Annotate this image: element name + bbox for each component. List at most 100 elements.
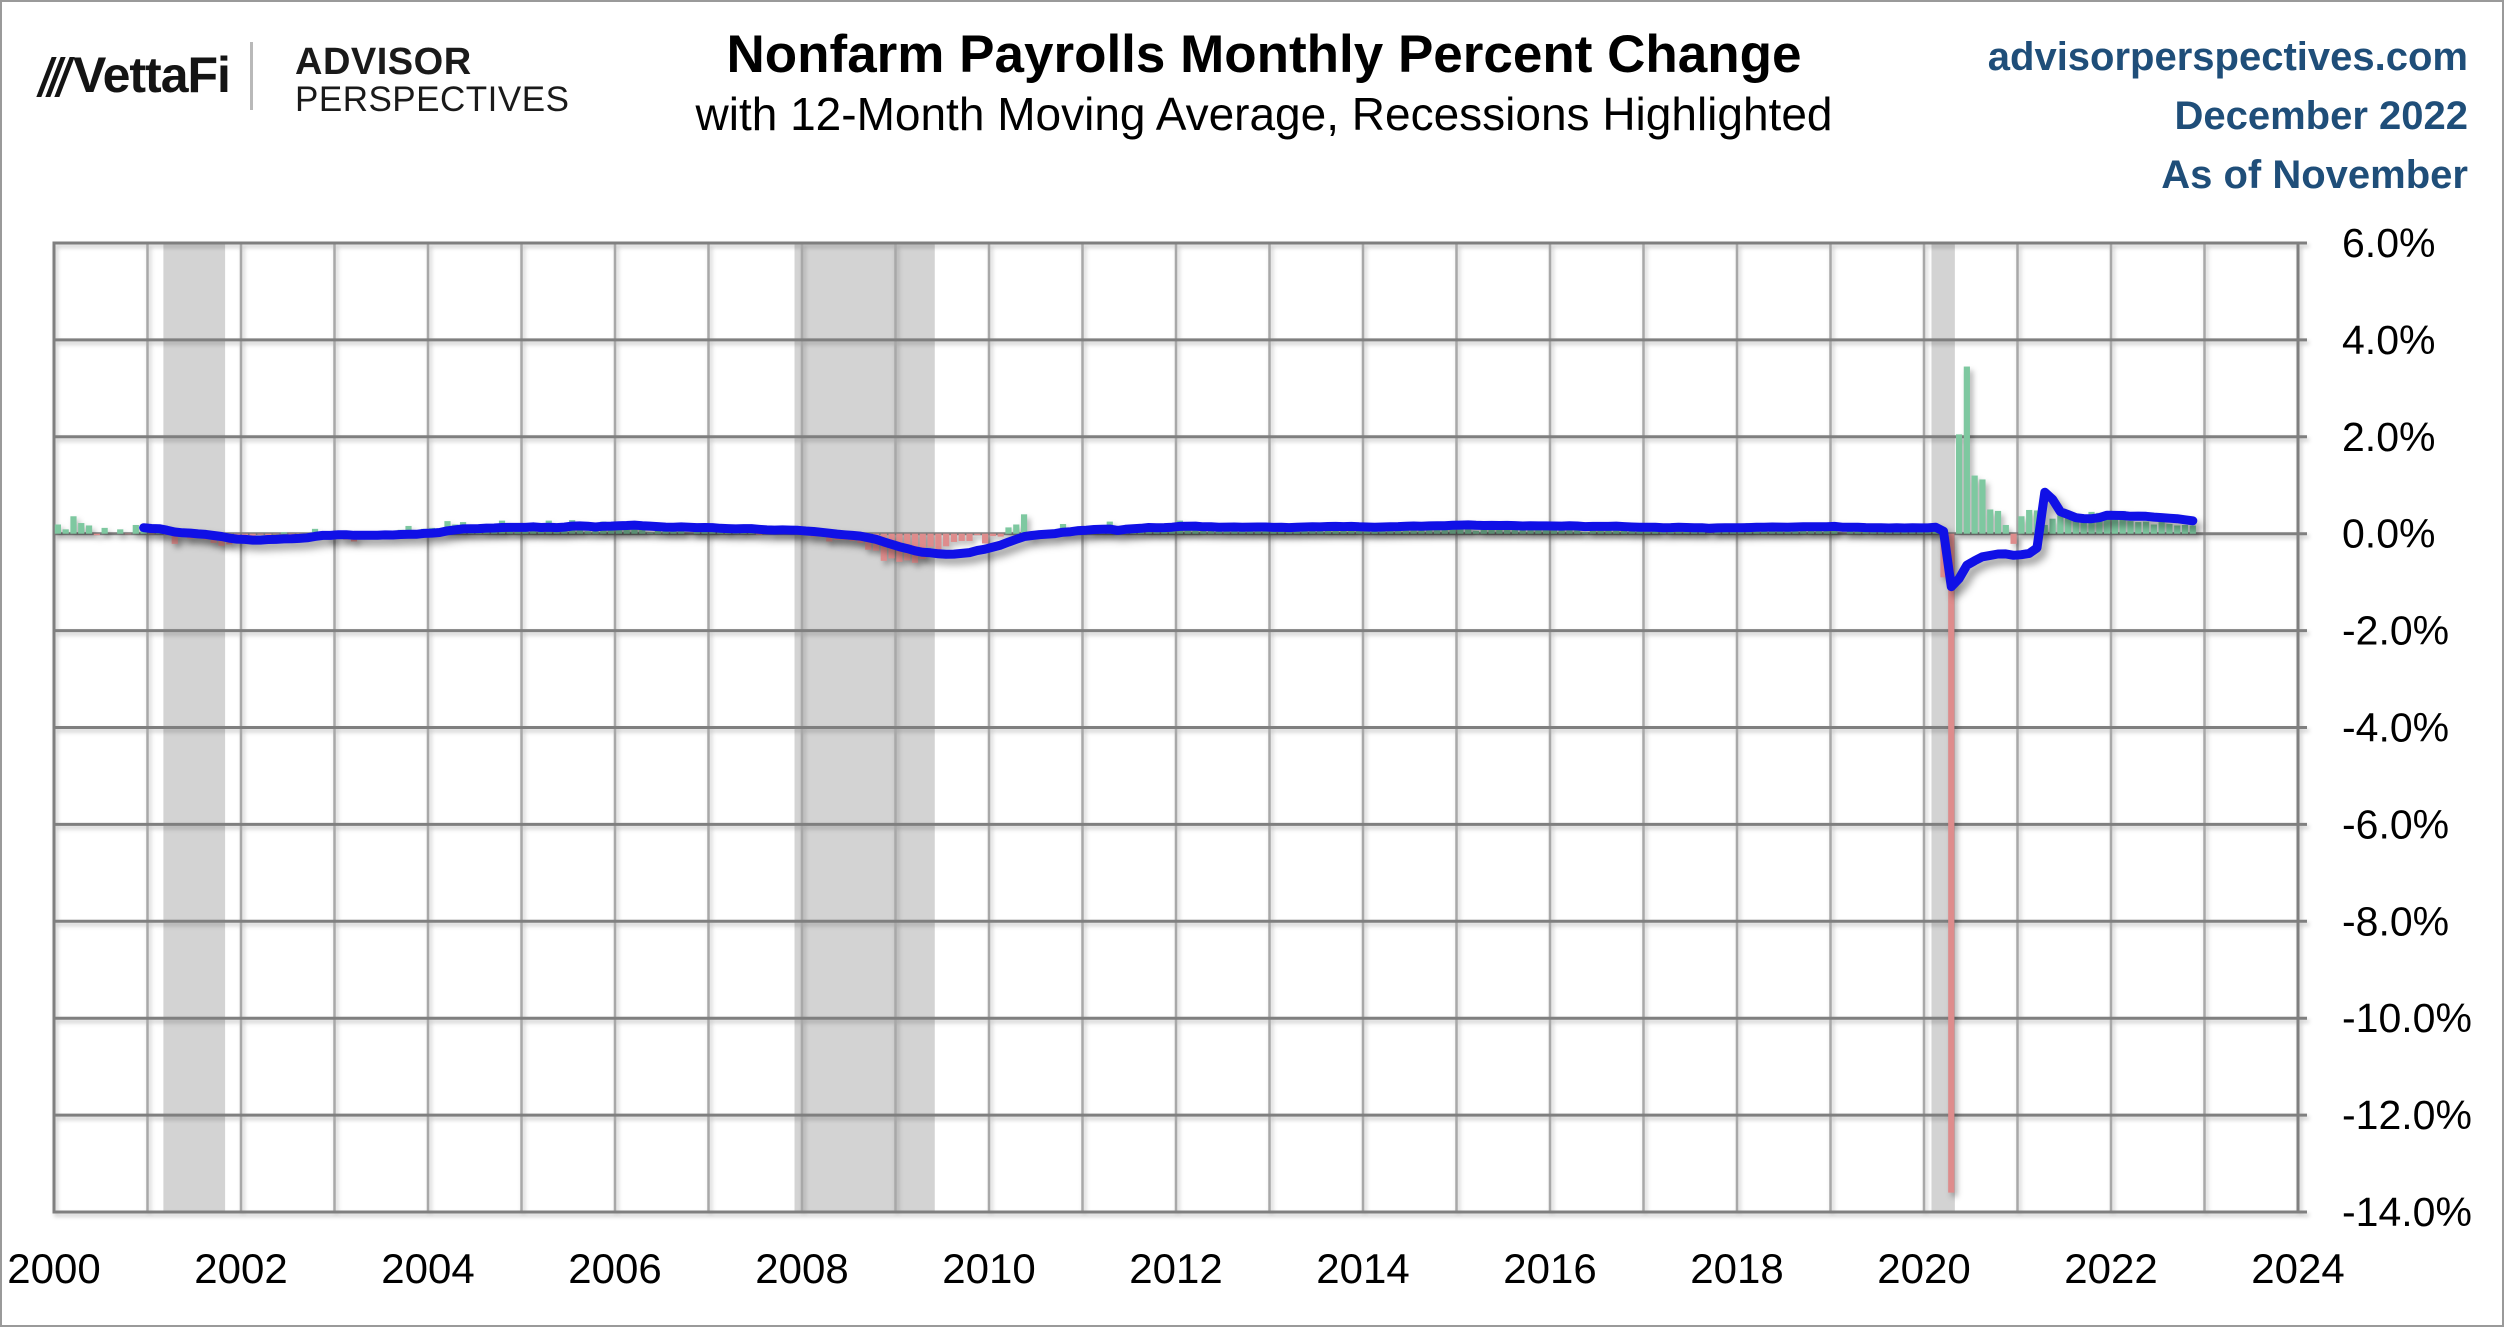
bar (1620, 529, 1628, 534)
bar (1581, 532, 1589, 534)
bar (2181, 524, 2189, 534)
bar (1511, 528, 1519, 534)
bar (2041, 524, 2048, 534)
y-tick-label: 2.0% (2342, 414, 2435, 460)
bar (311, 528, 319, 534)
bar (1574, 528, 1581, 534)
bar (989, 533, 996, 537)
source-issue-date: December 2022 (2174, 94, 2468, 138)
bar (1215, 530, 1222, 534)
bar (1987, 509, 1994, 534)
x-tick-label: 2014 (1316, 1245, 1409, 1292)
bar (1472, 530, 1480, 534)
bar (78, 523, 85, 534)
x-tick-label: 2012 (1129, 1245, 1222, 1292)
y-tick-label: -12.0% (2342, 1092, 2472, 1138)
bar (2026, 509, 2033, 534)
bar (2189, 525, 2196, 534)
bar (919, 533, 926, 559)
y-tick-label: -6.0% (2342, 801, 2449, 847)
bar (1862, 530, 1869, 534)
bar (101, 527, 108, 534)
bar (966, 533, 973, 541)
bar (1948, 533, 1955, 1193)
bar (2065, 510, 2072, 534)
source-website: advisorperspectives.com (1987, 35, 2468, 79)
monthly-change-bars (54, 366, 2196, 1193)
bar (950, 533, 958, 542)
x-tick-label: 2008 (755, 1245, 848, 1292)
bar (1200, 530, 1207, 534)
x-tick-label: 2018 (1690, 1245, 1783, 1292)
bar (592, 530, 599, 534)
bar (2111, 517, 2118, 534)
bar (1457, 526, 1464, 534)
bar (927, 533, 934, 547)
ma-line (139, 487, 2198, 592)
bar (506, 531, 513, 534)
bar (1800, 530, 1807, 534)
bar (1979, 479, 1986, 534)
bar (756, 533, 763, 535)
page-title: Nonfarm Payrolls Monthly Percent Change (726, 25, 1802, 84)
y-tick-label: -8.0% (2342, 898, 2449, 944)
bar (2057, 515, 2064, 534)
bar (117, 529, 124, 534)
bar (1659, 532, 1667, 534)
y-tick-label: -2.0% (2342, 608, 2449, 654)
y-tick-label: 6.0% (2342, 220, 2435, 266)
bar (85, 525, 93, 534)
bar (2158, 517, 2165, 534)
bar (1994, 510, 2002, 534)
bar (1963, 366, 1970, 534)
x-tick-label: 2010 (942, 1245, 1035, 1292)
x-tick-label: 2020 (1877, 1245, 1970, 1292)
moving-average (139, 487, 2198, 592)
bar (54, 524, 61, 534)
bar (654, 530, 661, 534)
x-tick-label: 2016 (1503, 1245, 1596, 1292)
bar (982, 533, 989, 544)
bar (2135, 522, 2142, 534)
chart-header: Nonfarm Payrolls Monthly Percent Change … (514, 24, 2014, 142)
bar (2096, 512, 2103, 534)
bar (935, 533, 942, 552)
bar (997, 533, 1004, 537)
bar (2174, 525, 2181, 534)
bar (2010, 533, 2017, 544)
bar (1207, 529, 1215, 534)
x-tick-label: 2024 (2251, 1245, 2344, 1292)
advisor-logo-line1: ADVISOR (295, 41, 472, 83)
page-subtitle: with 12-Month Moving Average, Recessions… (695, 88, 1833, 140)
bar (1550, 527, 1557, 534)
bar (1955, 434, 1963, 534)
bar (943, 533, 950, 547)
bar (646, 532, 654, 534)
bar (2049, 518, 2056, 534)
x-tick-label: 2002 (194, 1245, 287, 1292)
bar (1971, 475, 1978, 534)
bar (132, 524, 139, 534)
bar (974, 533, 981, 536)
bar (2150, 524, 2157, 534)
bar (584, 531, 591, 534)
y-axis-labels: 6.0% 4.0% 2.0% 0.0% -2.0% -4.0% -6.0% -8.0% -10.… (2342, 220, 2472, 1235)
vettafi-logo-text: VettaFi (73, 47, 231, 103)
advisor-logo-line2: PERSPECTIVES (295, 80, 570, 119)
logo-divider (250, 42, 253, 110)
y-tick-label: -10.0% (2342, 995, 2472, 1041)
bar (171, 533, 178, 544)
x-axis-labels: 2000 2002 2004 2006 2008 2010 2012 2014 2016 2018… (7, 1245, 2344, 1292)
bar (70, 516, 77, 534)
bar (1020, 514, 1028, 534)
bar (280, 532, 287, 534)
source-block: advisorperspectives.com December 2022 As… (1988, 28, 2468, 205)
bar (2166, 524, 2173, 534)
bar (2018, 516, 2025, 534)
bar (639, 527, 646, 534)
bar (2104, 514, 2111, 534)
x-tick-label: 2022 (2064, 1245, 2157, 1292)
plot-frame (52, 241, 2300, 1214)
